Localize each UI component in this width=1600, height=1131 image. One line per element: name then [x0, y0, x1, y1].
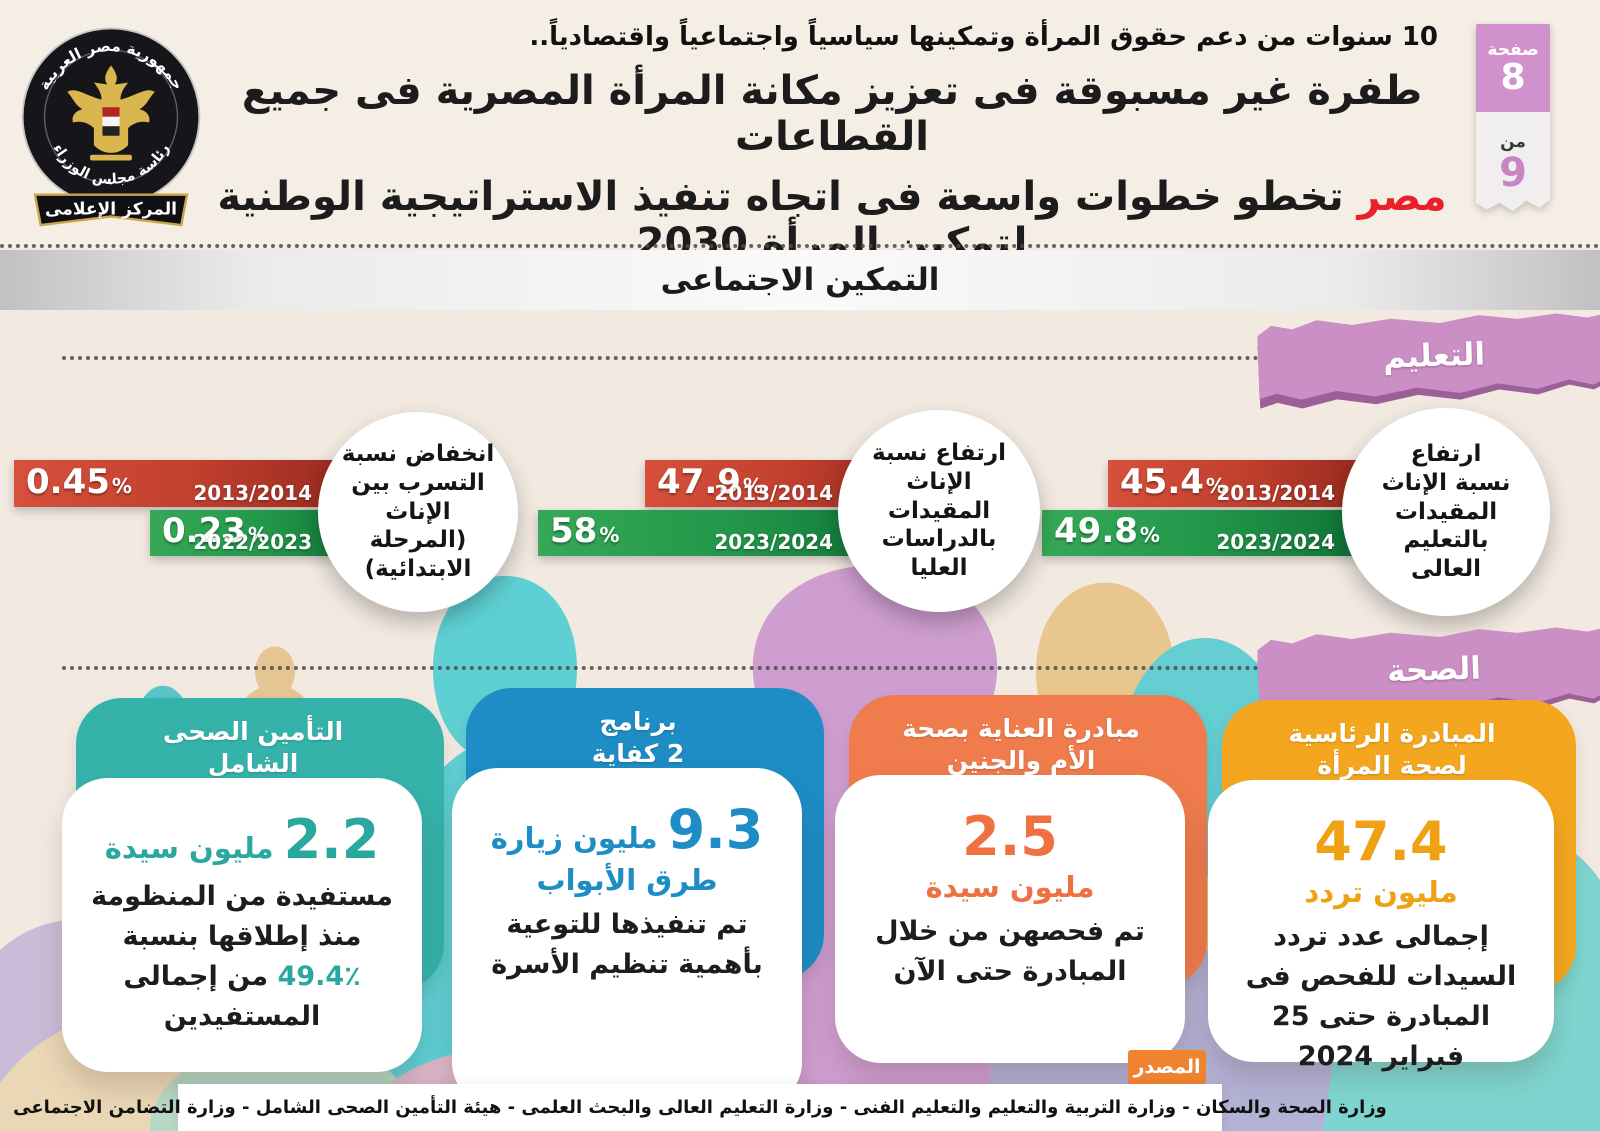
card-title-line: الشامل: [207, 749, 299, 778]
circle-title-line: انخفاض نسبة: [341, 440, 495, 467]
card-body: 47.4 مليون تردد إجمالى عدد تردد السيدات …: [1208, 780, 1554, 1072]
circle-title-line: بالتعليم: [1403, 527, 1489, 554]
circle-title-line: التسرب بين: [351, 469, 485, 496]
bar-year-label: 2013/2014: [193, 481, 312, 505]
card-accent-line: مليون تردد: [1304, 874, 1458, 909]
dotted-divider-top: [0, 244, 1600, 248]
card-mother-fetus-initiative: مبادرة العناية بصحة الأم والجنين 2.5 ملي…: [835, 695, 1207, 1063]
page-word: صفحة: [1487, 40, 1539, 60]
card-big-stat: 47.4: [1314, 810, 1448, 873]
card-title-line: 2 كفاية: [591, 739, 685, 768]
circle-title-line: الإناث: [385, 498, 451, 525]
circle-title-line: المقيدات: [887, 497, 991, 524]
card-title-line: التأمين الصحى: [162, 717, 344, 746]
golden-eagle-icon: [67, 65, 155, 161]
subtitle-highlight: مصر: [1357, 174, 1447, 220]
section-banner: التمكين الاجتماعى: [0, 250, 1600, 310]
header-background: [0, 0, 1600, 248]
chart-title-circle-postgrad: ارتفاع نسبة الإناث المقيدات بالدراسات ال…: [838, 410, 1040, 612]
cabinet-media-center-logo: جمهورية مصر العربية رئاسة مجلس الوزراء ا…: [16, 22, 206, 240]
bar-year-label: 2013/2014: [1216, 481, 1335, 505]
stat-number: 47.4: [1314, 810, 1448, 873]
circle-title-line: بالدراسات: [881, 526, 997, 553]
bar-year-label: 2023/2024: [714, 530, 833, 554]
card-body: 2.5 مليون سيدة تم فحصهن من خلال المبادرة…: [835, 775, 1185, 1063]
page-badge-bottom: من 9: [1476, 112, 1550, 211]
education-ribbon-label: التعليم: [1382, 336, 1486, 376]
circle-title-line: الابتدائية): [364, 556, 472, 583]
card-big-stat: 2.5: [962, 805, 1058, 868]
card-body: 9.3 مليون زيارة طرق الأبواب تم تنفيذها ل…: [452, 768, 802, 1108]
bar-year-label: 2023/2024: [1216, 530, 1335, 554]
health-ribbon-label: الصحة: [1386, 650, 1482, 690]
bar-value-label: 49.8%: [1054, 511, 1160, 552]
card-presidential-initiative: المبادرة الرئاسية لصحة المرأة 47.4 مليون…: [1208, 700, 1576, 1072]
card-description: إجمالى عدد تردد السيدات للفحص فى المبادر…: [1245, 921, 1517, 1073]
card-big-stat: 2.2 مليون سيدة: [104, 808, 380, 871]
education-ribbon: التعليم: [1258, 314, 1600, 398]
card-big-stat: 9.3 مليون زيارة: [490, 798, 764, 861]
bar-higher-ed-2023: 49.8% 2023/2024: [1042, 510, 1400, 556]
chart-title-circle-dropout: انخفاض نسبة التسرب بين الإناث (المرحلة ا…: [318, 412, 518, 612]
bar-year-label: 2013/2014: [714, 481, 833, 505]
source-text: وزارة الصحة والسكان - وزارة التربية والت…: [13, 1097, 1387, 1118]
card-title-line: مبادرة العناية بصحة: [902, 714, 1140, 743]
source-tag: المصدر: [1128, 1050, 1206, 1084]
stat-number: 9.3: [667, 798, 764, 861]
bar-value-label: 47.9%: [657, 461, 763, 502]
page-of-word: من: [1500, 132, 1526, 152]
stat-number: 2.5: [962, 805, 1058, 868]
stat-unit: مليون زيارة: [490, 821, 658, 855]
dotted-divider-education: [62, 356, 1267, 360]
circle-title-line: المقيدات: [1394, 498, 1498, 525]
bar-value-label: 58%: [550, 511, 620, 552]
header-kicker: 10 سنوات من دعم حقوق المرأة وتمكينها سيا…: [529, 22, 1438, 52]
header-titles: 10 سنوات من دعم حقوق المرأة وتمكينها سيا…: [210, 22, 1454, 266]
card-2kefaya-program: برنامج 2 كفاية 9.3 مليون زيارة طرق الأبو…: [452, 688, 824, 1108]
card-health-insurance: التأمين الصحى الشامل 2.2 مليون سيدة مستف…: [62, 698, 444, 1072]
source-label: المصدر: [1133, 1056, 1201, 1078]
bar-year-label: 2022/2023: [193, 530, 312, 554]
card-title: المبادرة الرئاسية لصحة المرأة: [1208, 708, 1576, 792]
page-title: طفرة غير مسبوقة فى تعزيز مكانة المرأة ال…: [241, 68, 1423, 160]
page-total-number: 9: [1499, 150, 1527, 196]
source-bar: وزارة الصحة والسكان - وزارة التربية والت…: [13, 1084, 1387, 1131]
card-accent-line: طرق الأبواب: [536, 862, 718, 897]
logo-banner-ribbon: [33, 193, 189, 227]
circle-title-line: نسبة الإناث: [1381, 469, 1511, 496]
page-badge-top: صفحة 8: [1476, 24, 1550, 112]
card-description: مستفيدة من المنظومة منذ إطلاقها بنسبة ٪4…: [91, 880, 393, 1032]
card-title-line: الأم والجنين: [946, 746, 1096, 775]
circle-title-line: العالى: [1410, 556, 1482, 583]
page-number-badge: صفحة 8 من 9: [1476, 24, 1550, 214]
circle-title-line: الإناث: [906, 468, 972, 495]
stat-highlight: ٪49.4: [277, 960, 361, 992]
bar-value-label: 45.4%: [1120, 461, 1226, 502]
egypt-eagle-emblem-icon: جمهورية مصر العربية رئاسة مجلس الوزراء ا…: [21, 27, 201, 227]
logo-banner-text: المركز الإعلامى: [45, 200, 177, 220]
stat-number: 2.2: [283, 808, 380, 871]
dotted-divider-health: [62, 666, 1267, 670]
stat-unit: مليون سيدة: [104, 831, 274, 865]
card-title-line: المبادرة الرئاسية: [1288, 719, 1496, 748]
card-description: تم فحصهن من خلال المبادرة حتى الآن: [875, 916, 1145, 988]
section-banner-title: التمكين الاجتماعى: [660, 262, 940, 298]
card-body: 2.2 مليون سيدة مستفيدة من المنظومة منذ إ…: [62, 778, 422, 1072]
card-title-line: برنامج: [599, 707, 677, 736]
card-title: مبادرة العناية بصحة الأم والجنين: [835, 703, 1207, 787]
circle-title-line: (المرحلة: [369, 527, 467, 554]
chart-title-circle-higher-ed: ارتفاع نسبة الإناث المقيدات بالتعليم الع…: [1342, 408, 1550, 616]
card-title: برنامج 2 كفاية: [452, 696, 824, 780]
circle-title-line: العليا: [910, 555, 968, 582]
card-description: تم تنفيذها للتوعية بأهمية تنظيم الأسرة: [491, 909, 763, 981]
circle-title-line: ارتفاع: [1410, 440, 1482, 467]
card-title-line: لصحة المرأة: [1317, 751, 1467, 780]
bar-value-label: 0.45%: [26, 461, 132, 502]
bar-value-label: 0.23%: [162, 511, 268, 552]
circle-title-line: ارتفاع نسبة: [871, 439, 1007, 466]
page-current-number: 8: [1500, 57, 1526, 98]
card-accent-line: مليون سيدة: [925, 869, 1095, 904]
card-title: التأمين الصحى الشامل: [62, 706, 444, 790]
